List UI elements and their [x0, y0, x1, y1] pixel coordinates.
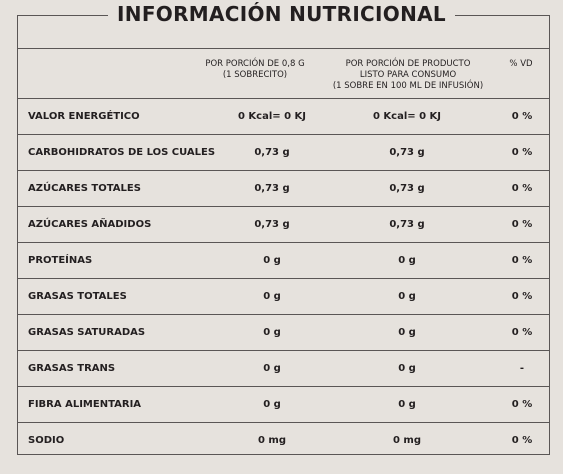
column-header-line: POR PORCIÓN DE PRODUCTO [345, 59, 471, 69]
table-row: GRASAS SATURADAS 0 g 0 g 0 % [17, 315, 550, 351]
value-per-serving: 0 g [263, 291, 281, 302]
header-bottom-divider [17, 98, 550, 99]
table-row: SODIO 0 mg 0 mg 0 % [17, 423, 550, 459]
value-per-serving: 0 Kcal= 0 KJ [237, 111, 307, 122]
column-header-line: (1 SOBRECITO) [222, 70, 288, 80]
table-title: INFORMACIÓN NUTRICIONAL [0, 2, 563, 26]
value-ready-to-consume: 0 mg [392, 435, 422, 446]
value-daily-percent: 0 % [511, 327, 533, 338]
value-per-serving: 0,73 g [254, 219, 290, 230]
row-label: AZÚCARES AÑADIDOS [28, 219, 152, 230]
table-row: VALOR ENERGÉTICO 0 Kcal= 0 KJ 0 Kcal= 0 KJ… [17, 99, 550, 135]
value-per-serving: 0 g [263, 327, 281, 338]
table-row: AZÚCARES TOTALES 0,73 g 0,73 g 0 % [17, 171, 550, 207]
row-label: PROTEÍNAS [28, 255, 93, 266]
header-divider [17, 48, 550, 49]
row-label: SODIO [28, 435, 65, 446]
value-per-serving: 0,73 g [254, 183, 290, 194]
table-row: CARBOHIDRATOS DE LOS CUALES 0,73 g 0,73 g 0… [17, 135, 550, 171]
column-header-per-serving: POR PORCIÓN DE 0,8 G (1 SOBRECITO) [188, 59, 322, 81]
value-daily-percent: 0 % [511, 435, 533, 446]
value-ready-to-consume: 0 Kcal= 0 KJ [372, 111, 442, 122]
table-row: FIBRA ALIMENTARIA 0 g 0 g 0 % [17, 387, 550, 423]
value-per-serving: 0 g [263, 363, 281, 374]
column-header-line: LISTO PARA CONSUMO [359, 70, 457, 80]
value-ready-to-consume: 0 g [398, 291, 416, 302]
row-label: CARBOHIDRATOS DE LOS CUALES [28, 147, 216, 158]
value-ready-to-consume: 0,73 g [389, 219, 425, 230]
value-per-serving: 0 g [263, 255, 281, 266]
value-per-serving: 0 g [263, 399, 281, 410]
row-label: FIBRA ALIMENTARIA [28, 399, 142, 410]
column-header-line: % VD [509, 59, 533, 69]
value-daily-percent: 0 % [511, 291, 533, 302]
value-daily-percent: 0 % [511, 219, 533, 230]
row-label: AZÚCARES TOTALES [28, 183, 141, 194]
value-daily-percent: 0 % [511, 399, 533, 410]
value-ready-to-consume: 0 g [398, 255, 416, 266]
value-daily-percent: 0 % [511, 183, 533, 194]
row-label: VALOR ENERGÉTICO [28, 111, 140, 122]
value-per-serving: 0,73 g [254, 147, 290, 158]
table-row: AZÚCARES AÑADIDOS 0,73 g 0,73 g 0 % [17, 207, 550, 243]
column-header-line: (1 SOBRE EN 100 ML DE INFUSIÓN) [332, 81, 484, 91]
column-header-line: POR PORCIÓN DE 0,8 G [205, 59, 305, 69]
table-row: GRASAS TOTALES 0 g 0 g 0 % [17, 279, 550, 315]
row-label: GRASAS TOTALES [28, 291, 127, 302]
row-label: GRASAS SATURADAS [28, 327, 146, 338]
table-row: GRASAS TRANS 0 g 0 g - [17, 351, 550, 387]
value-ready-to-consume: 0 g [398, 327, 416, 338]
value-daily-percent: 0 % [511, 147, 533, 158]
value-ready-to-consume: 0 g [398, 363, 416, 374]
value-ready-to-consume: 0,73 g [389, 147, 425, 158]
value-daily-percent: - [519, 363, 525, 374]
value-daily-percent: 0 % [511, 255, 533, 266]
column-header-ready-to-consume: POR PORCIÓN DE PRODUCTO LISTO PARA CONSU… [318, 59, 498, 92]
value-per-serving: 0 mg [257, 435, 287, 446]
column-header-daily-value: % VD [495, 59, 547, 70]
value-ready-to-consume: 0 g [398, 399, 416, 410]
value-ready-to-consume: 0,73 g [389, 183, 425, 194]
row-label: GRASAS TRANS [28, 363, 116, 374]
table-row: PROTEÍNAS 0 g 0 g 0 % [17, 243, 550, 279]
value-daily-percent: 0 % [511, 111, 533, 122]
